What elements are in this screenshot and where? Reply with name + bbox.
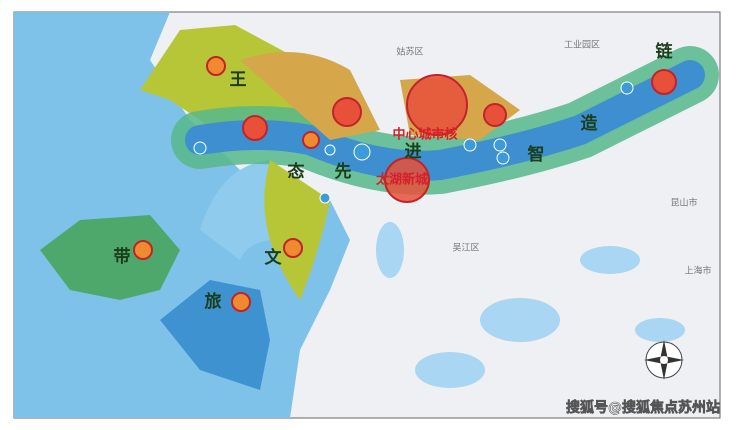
belt-label: 态 bbox=[288, 161, 305, 182]
district-label: 姑苏区 bbox=[396, 46, 423, 58]
belt-label: 先 bbox=[335, 161, 352, 182]
small-lakes bbox=[376, 222, 685, 388]
belt-label: 造 bbox=[581, 114, 599, 134]
land-zone bbox=[264, 160, 330, 300]
lake bbox=[14, 12, 350, 418]
belt-label: 文 bbox=[265, 247, 283, 268]
belt-label: 进 bbox=[405, 142, 422, 162]
centers bbox=[133, 56, 677, 312]
belt-label: 链 bbox=[656, 41, 674, 62]
belt-label: 旅 bbox=[205, 291, 222, 312]
land-zone bbox=[40, 215, 180, 300]
core-label: 太湖新城 bbox=[375, 172, 428, 188]
belt-label: 带 bbox=[114, 246, 131, 267]
watermark: 搜狐号@搜狐焦点苏州站 bbox=[566, 399, 720, 416]
district-label: 吴江区 bbox=[452, 243, 479, 254]
district-label: 工业园区 bbox=[564, 40, 600, 51]
belt-core bbox=[185, 60, 705, 181]
compass bbox=[644, 340, 684, 380]
nodes bbox=[193, 81, 634, 204]
district-label: 上海市 bbox=[684, 265, 711, 277]
belt-label: 智 bbox=[528, 144, 545, 165]
district-label: 昆山市 bbox=[670, 197, 697, 209]
belt-label: 王 bbox=[230, 70, 247, 90]
core-label: 中心城市核 bbox=[392, 127, 457, 143]
